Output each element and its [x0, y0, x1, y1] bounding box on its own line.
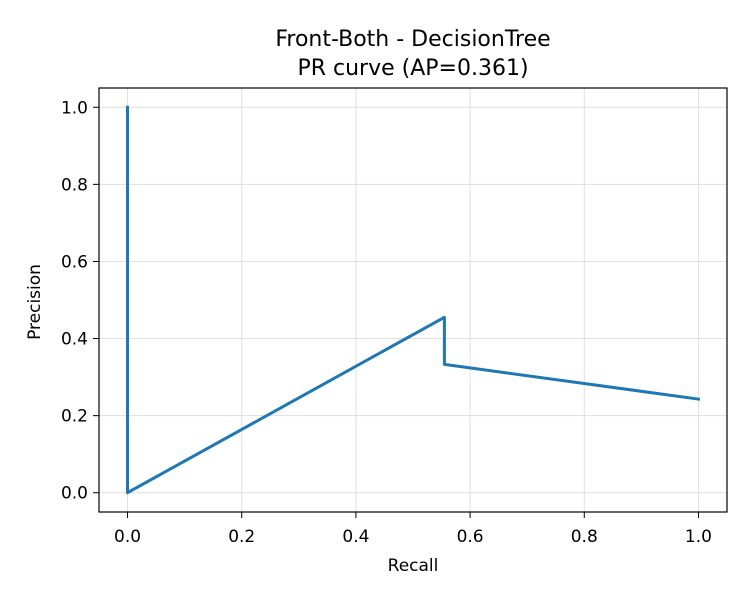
x-tick-label: 1.0 — [685, 527, 712, 547]
grid — [99, 88, 727, 512]
plot-series — [126, 105, 701, 495]
chart-title-line-2: PR curve (AP=0.361) — [297, 56, 528, 81]
x-axis-label: Recall — [388, 556, 439, 576]
pr-curve-line — [126, 105, 701, 495]
y-tick-label: 0.0 — [61, 484, 88, 504]
y-tick-label: 0.4 — [61, 330, 88, 350]
plot-frame — [98, 87, 728, 513]
x-tick-label: 0.0 — [114, 527, 141, 547]
x-tick-label: 0.2 — [228, 527, 255, 547]
y-tick-label: 0.2 — [61, 407, 88, 427]
y-tick-label: 1.0 — [61, 98, 88, 118]
axis-ticks: 0.0 0.2 0.4 0.6 0.8 1.0 0.0 0.2 0.4 0.6 0.8 1.0 — [61, 98, 712, 547]
y-tick-label: 0.8 — [61, 175, 88, 195]
chart-title-line-1: Front-Both - DecisionTree — [275, 27, 550, 52]
x-tick-label: 0.8 — [571, 527, 598, 547]
x-tick-label: 0.4 — [342, 527, 369, 547]
y-tick-label: 0.6 — [61, 252, 88, 272]
y-axis-label: Precision — [25, 264, 45, 340]
x-tick-label: 0.6 — [457, 527, 484, 547]
